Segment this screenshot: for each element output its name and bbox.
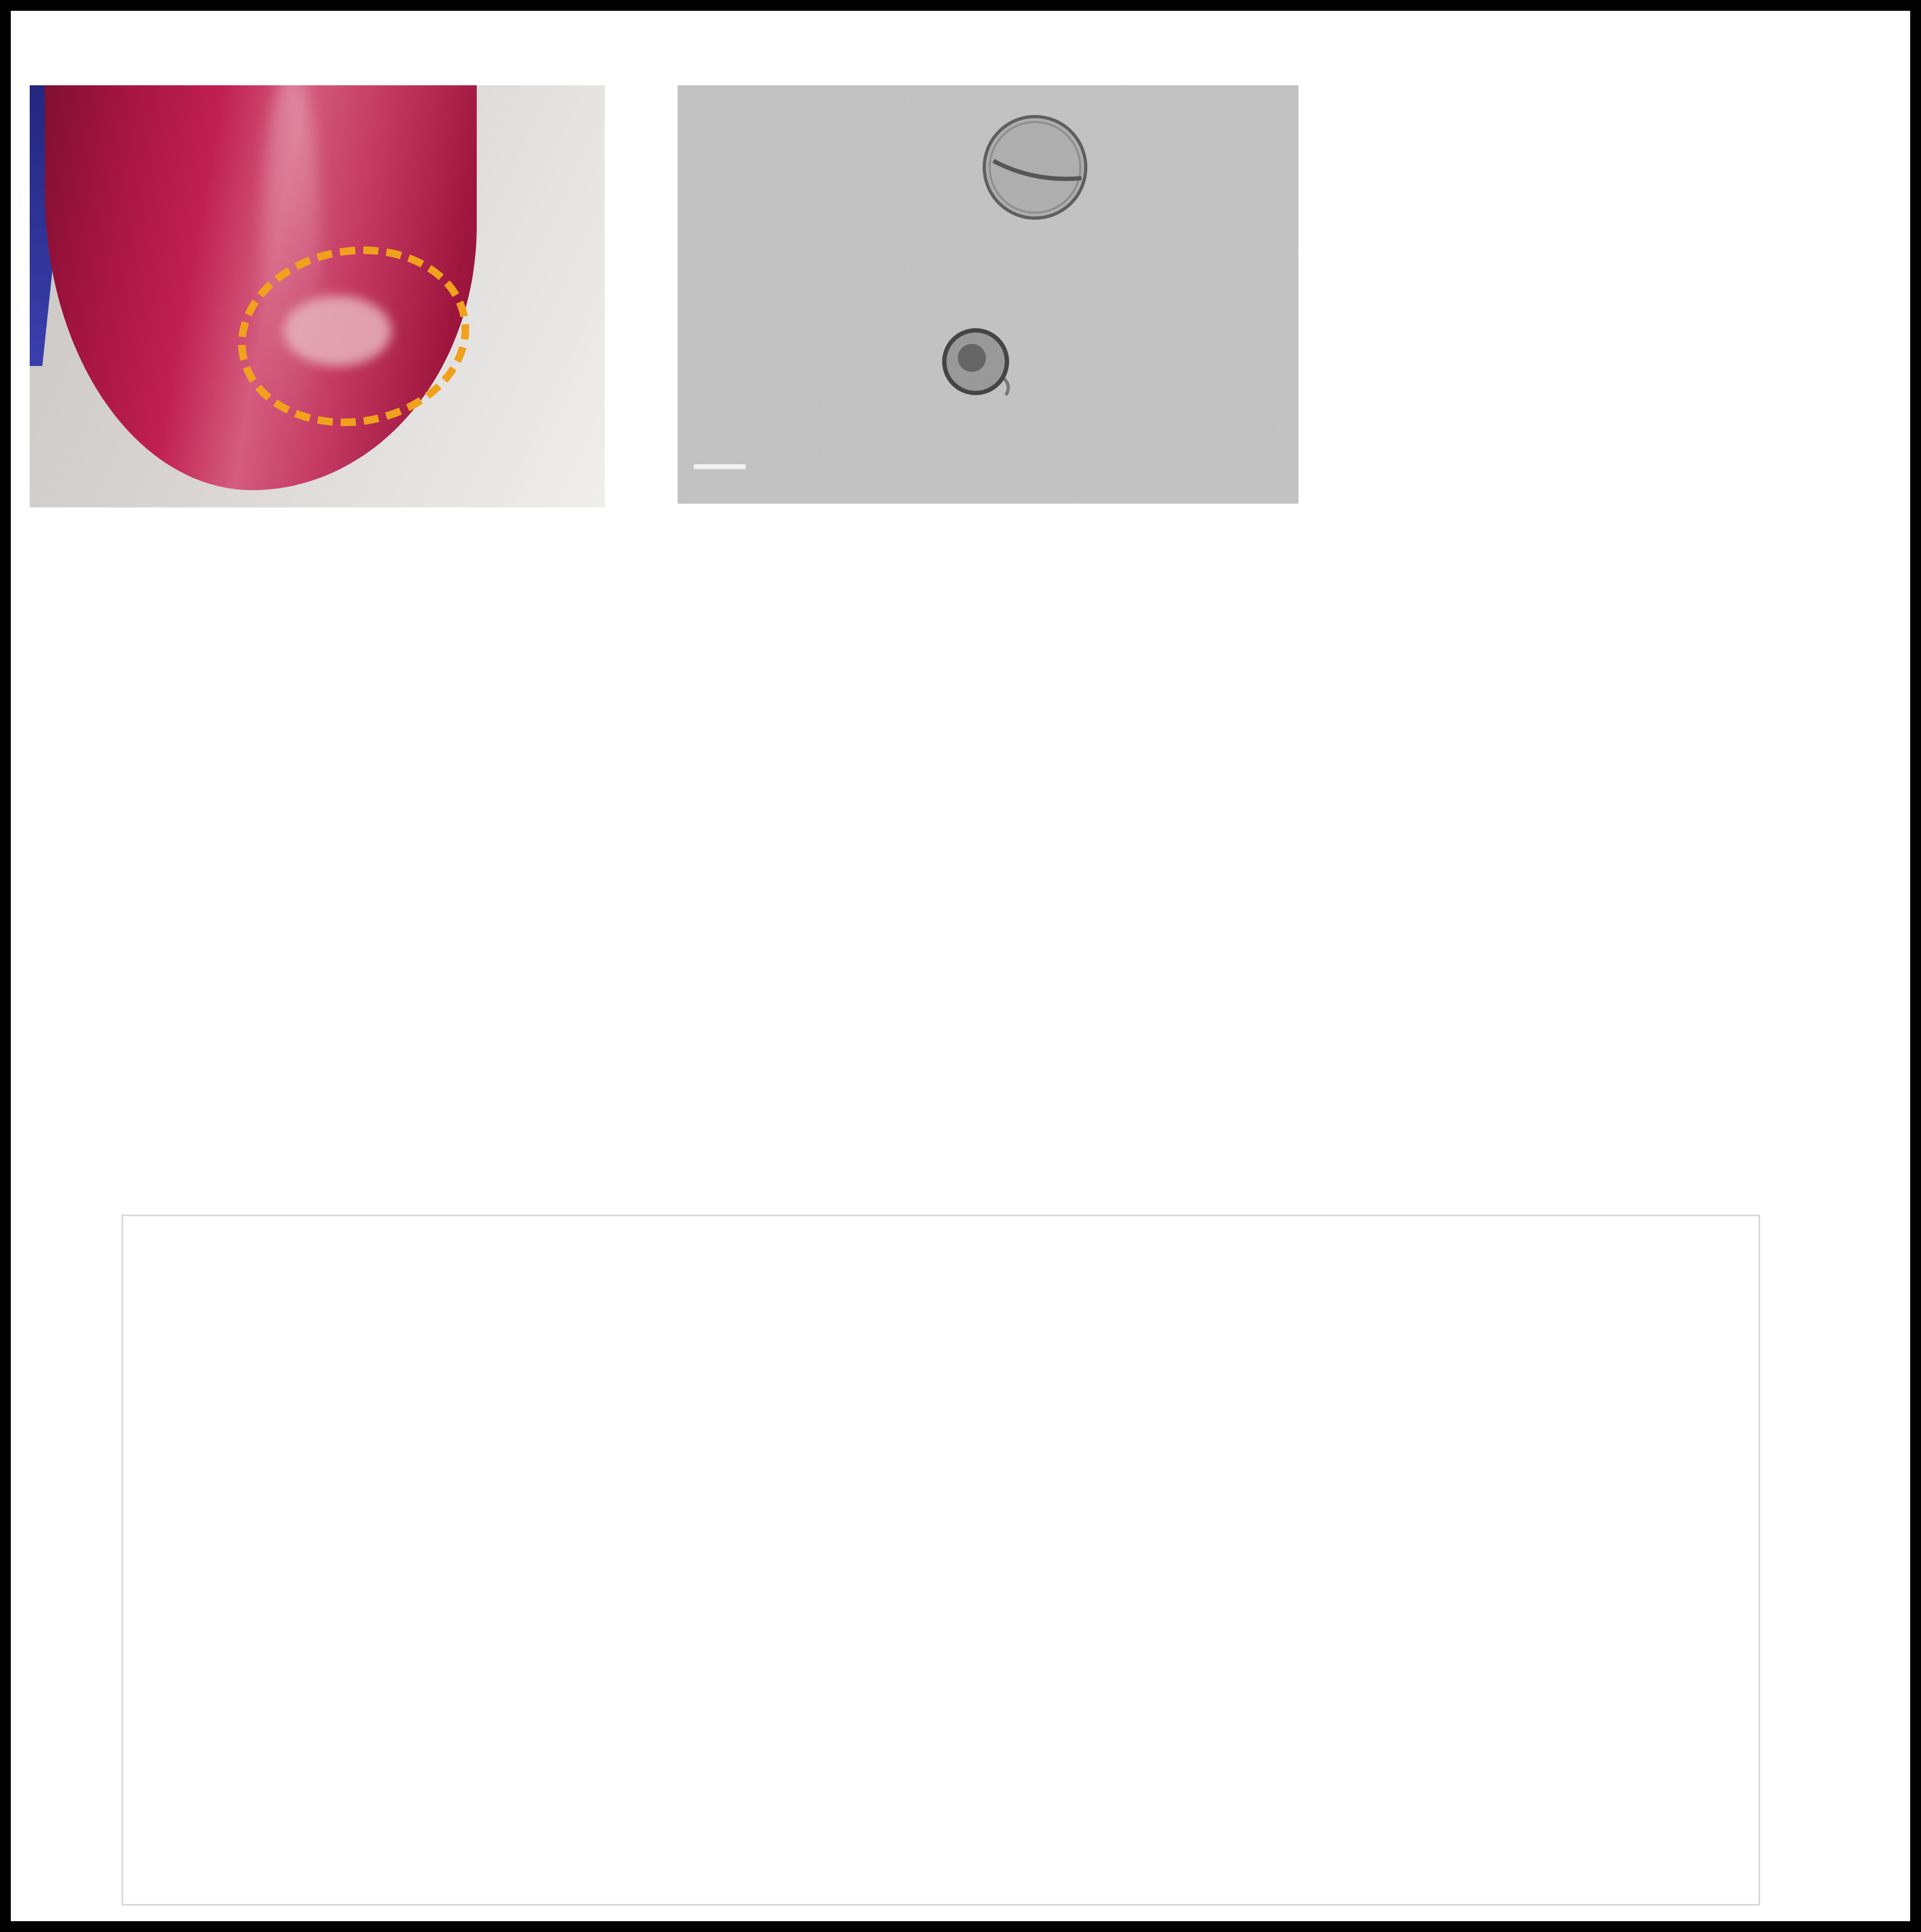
tem-grain bbox=[678, 85, 1298, 504]
vesicle-large-inner-rim bbox=[989, 121, 1081, 214]
vesicle-small-core bbox=[958, 344, 986, 372]
size-intensity-scatter-chart bbox=[1404, 13, 1911, 556]
vesicle-small-tail bbox=[1000, 375, 1010, 396]
tube-photo bbox=[30, 85, 605, 507]
zeta-boxplot-chart bbox=[1312, 596, 1917, 1206]
mirna-bar-chart bbox=[123, 1216, 1758, 1904]
tem-micrograph bbox=[678, 85, 1298, 504]
vesicle-large-fold bbox=[992, 159, 1082, 181]
mirna-chart-frame bbox=[121, 1215, 1760, 1906]
ev-pellet bbox=[283, 296, 391, 366]
cells-boxplot-chart bbox=[683, 607, 1304, 1206]
tube-highlight bbox=[262, 85, 321, 447]
vesicle-large bbox=[983, 115, 1087, 220]
tem-scale-bar bbox=[694, 464, 746, 469]
particles-boxplot-chart bbox=[24, 596, 645, 1206]
